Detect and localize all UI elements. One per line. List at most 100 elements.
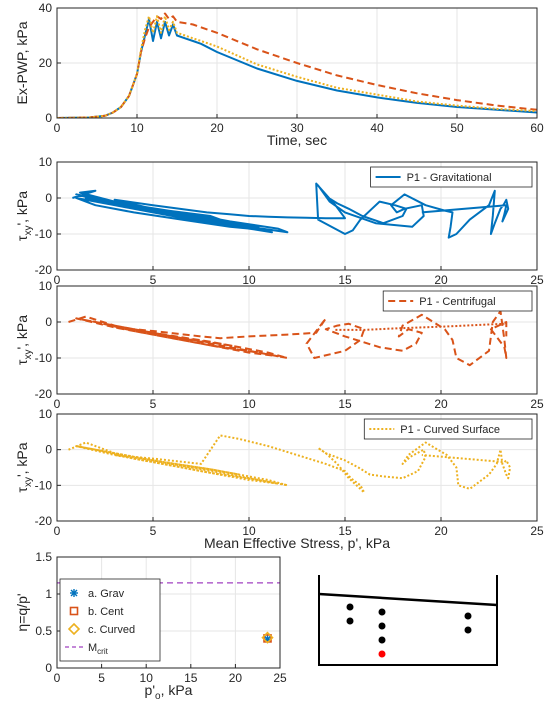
series-line-cent-1	[335, 322, 505, 331]
y-tick-label: -20	[35, 514, 53, 528]
chart-panel-5: 0 5 10 15 20 25 0 0.5 1 1.5 p'o, kPa η=q/p' a. Grav b…	[14, 550, 287, 702]
y-tick-label: -10	[35, 227, 53, 241]
x-tick-label: 0	[54, 397, 61, 411]
legend-marker-curved	[67, 622, 81, 636]
sensor-point	[378, 608, 386, 616]
series-line-grav-0	[72, 182, 510, 239]
x-tick-label: 0	[54, 273, 61, 287]
x-tick-label: 15	[338, 273, 352, 287]
y-tick-label: 0	[45, 315, 52, 329]
legend-marker-grav	[70, 589, 78, 597]
sensor-point	[464, 626, 472, 634]
legend-box	[363, 418, 533, 440]
label-rest: ', kPa	[14, 442, 30, 477]
y-tick-label: 0	[45, 111, 52, 125]
x-tick-label: 10	[242, 524, 256, 538]
sensor-point	[378, 622, 386, 630]
sensor-point-p1	[378, 650, 386, 658]
x-tick-label: 30	[290, 121, 304, 135]
legend-box	[370, 166, 533, 188]
x-axis-label: p'o, kPa	[145, 682, 193, 702]
x-tick-label: 60	[530, 121, 544, 135]
x-tick-label: 10	[130, 121, 144, 135]
y-axis-label: τxy', kPa	[14, 442, 34, 492]
x-tick-label: 20	[434, 397, 448, 411]
subscript: o	[155, 691, 161, 702]
x-tick-label: 20	[434, 524, 448, 538]
y-tick-label: -10	[35, 478, 53, 492]
sensor-point	[346, 603, 354, 611]
chart-panel-1: 0 10 20 30 40 50 60 0 20 40 Time, sec Ex-PWP, kPa	[14, 1, 544, 148]
subscript: xy	[23, 226, 34, 236]
x-tick-label: 15	[338, 397, 352, 411]
y-tick-label: -10	[35, 351, 53, 365]
x-axis-label: Time, sec	[267, 132, 327, 148]
x-tick-label: 10	[242, 397, 256, 411]
axes-frame	[56, 413, 538, 522]
x-tick-label: 5	[98, 671, 105, 685]
sensor-point	[378, 636, 386, 644]
legend-label: P1 - Centrifugal	[419, 296, 495, 308]
x-tick-label: 0	[54, 671, 61, 685]
subscript: crit	[97, 647, 108, 656]
legend-label: P1 - Curved Surface	[400, 424, 500, 436]
legend-marker-cent	[69, 606, 79, 616]
x-tick-label: 25	[530, 524, 544, 538]
y-tick-label: 0	[45, 661, 52, 675]
y-axis-label: η=q/p'	[14, 593, 30, 631]
legend-label: a. Grav	[88, 588, 125, 600]
series-line-cent-0	[68, 310, 508, 367]
series-line-curved-0	[68, 434, 512, 494]
x-axis-label: Mean Effective Stress, p', kPa	[204, 535, 390, 551]
y-axis-label: τxy', kPa	[14, 315, 34, 365]
axes-frame	[56, 556, 281, 669]
x-tick-label: 5	[150, 397, 157, 411]
y-tick-label: 20	[39, 56, 53, 70]
y-axis-label: Ex-PWP, kPa	[14, 21, 30, 104]
y-tick-label: 10	[39, 407, 53, 421]
y-tick-label: -20	[35, 387, 53, 401]
legend: P1 - Curved Surface	[363, 418, 533, 440]
x-tick-label: 25	[273, 671, 287, 685]
legend-label: c. Curved	[88, 624, 135, 636]
schematic-surface	[318, 592, 498, 607]
sensor-point	[346, 617, 354, 625]
y-tick-label: 0	[45, 443, 52, 457]
y-tick-label: 10	[39, 279, 53, 293]
legend-label: P1 - Gravitational	[407, 172, 492, 184]
y-tick-label: 0.5	[35, 624, 52, 638]
y-tick-label: 1.5	[35, 550, 52, 564]
y-axis-label: τxy', kPa	[14, 191, 34, 241]
x-tick-label: 10	[140, 671, 154, 685]
series-line-grav-0	[57, 18, 537, 118]
x-tick-label: 50	[450, 121, 464, 135]
point-curved	[261, 631, 274, 644]
legend-label: b. Cent	[88, 606, 123, 618]
x-tick-label: 20	[434, 273, 448, 287]
sensor-point	[464, 612, 472, 620]
label-rest: ', kPa	[14, 191, 30, 226]
series-line-cent-1	[57, 12, 537, 118]
label-rest: , kPa	[161, 682, 193, 698]
y-tick-label: 40	[39, 1, 53, 15]
legend: P1 - Gravitational	[370, 166, 533, 188]
y-tick-label: -20	[35, 263, 53, 277]
legend: P1 - Centrifugal	[382, 290, 533, 312]
subscript: xy	[23, 350, 34, 360]
x-tick-label: 5	[150, 273, 157, 287]
x-tick-label: 15	[338, 524, 352, 538]
x-tick-label: 15	[184, 671, 198, 685]
y-tick-label: 10	[39, 155, 53, 169]
schematic	[318, 575, 498, 666]
schematic-container	[318, 575, 498, 666]
x-tick-label: 40	[370, 121, 384, 135]
x-tick-label: 25	[530, 397, 544, 411]
x-tick-label: 25	[530, 273, 544, 287]
x-tick-label: 20	[229, 671, 243, 685]
legend-box	[382, 290, 533, 312]
axes-frame	[56, 161, 538, 271]
y-tick-label: 0	[45, 191, 52, 205]
label-rest: ', kPa	[14, 315, 30, 350]
